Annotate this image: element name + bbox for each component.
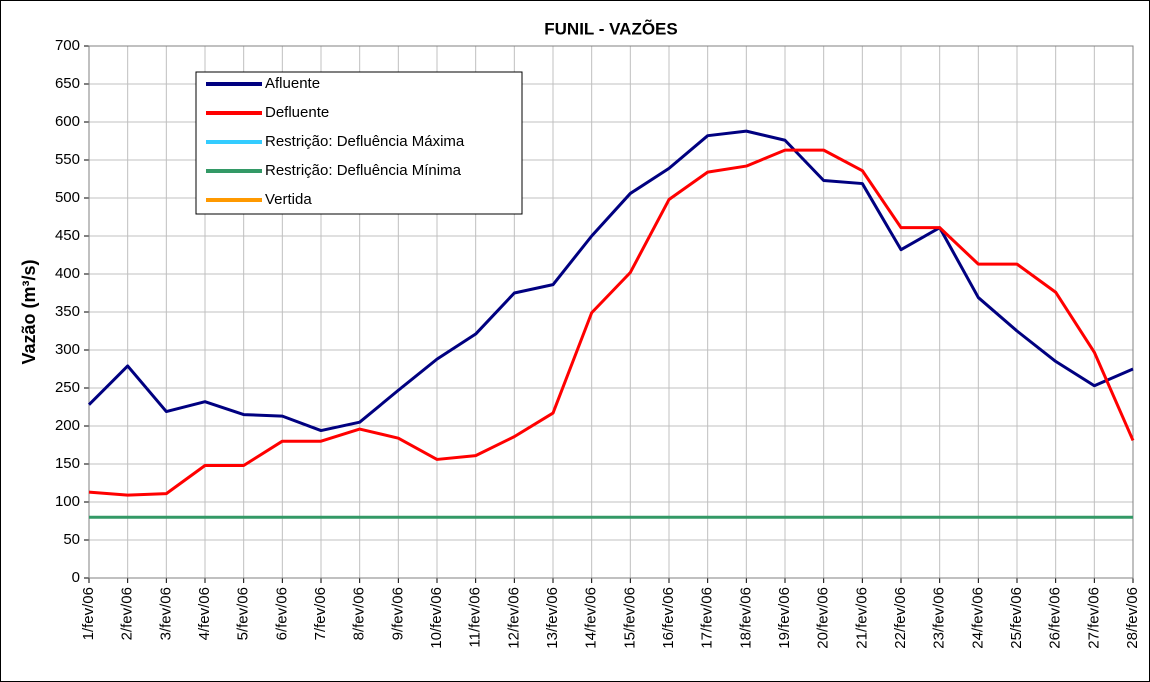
y-tick-label: 700 [55, 37, 80, 54]
y-tick-label: 50 [63, 531, 80, 548]
y-tick-label: 200 [55, 417, 80, 434]
x-tick-label: 8/fev/06 [351, 587, 368, 640]
x-tick-label: 7/fev/06 [312, 587, 329, 640]
x-tick-label: 1/fev/06 [80, 587, 97, 640]
x-tick-label: 21/fev/06 [853, 587, 870, 649]
x-tick-label: 15/fev/06 [621, 587, 638, 649]
y-tick-label: 100 [55, 493, 80, 510]
y-tick-label: 650 [55, 75, 80, 92]
legend-label: Restrição: Defluência Máxima [265, 133, 465, 150]
x-tick-label: 13/fev/06 [544, 587, 561, 649]
x-tick-label: 23/fev/06 [931, 587, 948, 649]
y-tick-label: 150 [55, 455, 80, 472]
x-tick-label: 2/fev/06 [119, 587, 136, 640]
x-tick-label: 27/fev/06 [1085, 587, 1102, 649]
legend-label: Afluente [265, 75, 320, 92]
x-tick-label: 4/fev/06 [196, 587, 213, 640]
x-tick-label: 12/fev/06 [505, 587, 522, 649]
x-tick-label: 16/fev/06 [660, 587, 677, 649]
x-tick-label: 11/fev/06 [467, 587, 484, 648]
y-tick-label: 400 [55, 265, 80, 282]
y-tick-label: 0 [72, 569, 80, 586]
x-tick-label: 25/fev/06 [1008, 587, 1025, 649]
x-tick-label: 17/fev/06 [699, 587, 716, 649]
y-tick-label: 600 [55, 113, 80, 130]
x-tick-label: 9/fev/06 [389, 587, 406, 640]
plot-border [88, 45, 1134, 579]
chart-title: FUNIL - VAZÕES [544, 18, 678, 38]
y-tick-label: 450 [55, 227, 80, 244]
x-tick-label: 6/fev/06 [273, 587, 290, 640]
legend-label: Vertida [265, 191, 312, 208]
x-tick-label: 10/fev/06 [428, 587, 445, 649]
x-tick-label: 18/fev/06 [737, 587, 754, 649]
series-line [87, 129, 1134, 433]
x-tick-label: 24/fev/06 [969, 587, 986, 649]
x-tick-label: 14/fev/06 [583, 587, 600, 649]
y-tick-label: 350 [55, 303, 80, 320]
y-tick-label: 250 [55, 379, 80, 396]
series-line [88, 148, 1135, 497]
y-tick-label: 300 [55, 341, 80, 358]
legend-label: Defluente [265, 104, 329, 121]
x-tick-label: 3/fev/06 [157, 587, 174, 640]
legend-label: Restrição: Defluência Mínima [265, 162, 462, 179]
y-axis-label: Vazão (m³/s) [19, 259, 39, 364]
x-tick-label: 19/fev/06 [776, 587, 793, 649]
y-tick-label: 550 [55, 151, 80, 168]
x-tick-label: 28/fev/06 [1124, 587, 1141, 649]
x-tick-label: 20/fev/06 [815, 587, 832, 649]
x-tick-label: 5/fev/06 [235, 587, 252, 640]
x-tick-label: 26/fev/06 [1047, 587, 1064, 649]
y-tick-label: 500 [55, 189, 80, 206]
x-tick-label: 22/fev/06 [892, 587, 909, 649]
